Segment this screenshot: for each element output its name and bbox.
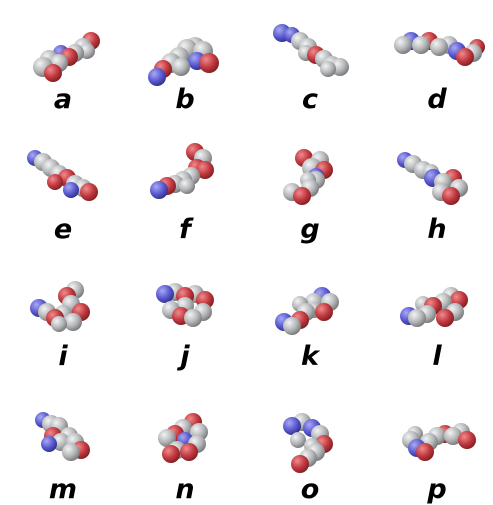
molecule-e bbox=[27, 150, 98, 201]
molecule-n bbox=[158, 413, 208, 463]
panel-label-n: n bbox=[175, 474, 195, 505]
carbon-atom bbox=[179, 178, 195, 194]
panel-label-k: k bbox=[301, 341, 319, 372]
panel-label-a: a bbox=[53, 84, 73, 115]
carbon-atom bbox=[320, 61, 336, 77]
oxygen-atom bbox=[293, 187, 311, 205]
oxygen-atom bbox=[196, 161, 214, 179]
panel-label-h: h bbox=[427, 214, 447, 245]
oxygen-atom bbox=[442, 187, 460, 205]
molecule-o bbox=[283, 413, 333, 473]
nitrogen-atom bbox=[63, 182, 79, 198]
oxygen-atom bbox=[458, 431, 476, 449]
panel-label-p: p bbox=[427, 474, 447, 505]
molecule-m bbox=[35, 412, 90, 461]
carbon-atom bbox=[430, 38, 448, 56]
carbon-atom bbox=[51, 316, 67, 332]
panel-label-g: g bbox=[300, 214, 320, 245]
panel-label-l: l bbox=[432, 341, 442, 372]
panel-label-c: c bbox=[301, 84, 319, 115]
oxygen-atom bbox=[80, 183, 98, 201]
oxygen-atom bbox=[47, 174, 63, 190]
nitrogen-atom bbox=[156, 285, 174, 303]
carbon-atom bbox=[394, 36, 412, 54]
nitrogen-atom bbox=[283, 417, 301, 435]
carbon-atom bbox=[62, 443, 80, 461]
panel-label-d: d bbox=[427, 84, 447, 115]
molecule-k bbox=[275, 287, 339, 335]
panel-label-i: i bbox=[58, 341, 68, 372]
panel-label-b: b bbox=[175, 84, 195, 115]
carbon-atom bbox=[408, 309, 426, 327]
molecule-c bbox=[273, 24, 349, 77]
panel-label-o: o bbox=[300, 474, 320, 505]
oxygen-atom bbox=[416, 443, 434, 461]
carbon-atom bbox=[412, 36, 430, 54]
molecule-p bbox=[402, 423, 476, 461]
molecule-j bbox=[156, 283, 214, 327]
nitrogen-atom bbox=[148, 68, 166, 86]
carbon-atom bbox=[290, 432, 306, 448]
molecule-d bbox=[394, 32, 485, 66]
carbon-atom bbox=[64, 313, 82, 331]
molecule-h bbox=[397, 152, 468, 205]
carbon-atom bbox=[158, 429, 176, 447]
carbon-atom bbox=[444, 427, 462, 445]
oxygen-atom bbox=[162, 445, 180, 463]
oxygen-atom bbox=[315, 303, 333, 321]
panel-label-m: m bbox=[48, 474, 78, 505]
carbon-atom bbox=[283, 317, 301, 335]
oxygen-atom bbox=[180, 443, 198, 461]
molecule-i bbox=[30, 281, 90, 332]
oxygen-atom bbox=[456, 48, 474, 66]
molecule-l bbox=[400, 287, 468, 327]
nitrogen-atom bbox=[150, 181, 168, 199]
panel-label-e: e bbox=[53, 214, 73, 245]
panel-label-f: f bbox=[179, 214, 191, 245]
carbon-atom bbox=[184, 309, 202, 327]
oxygen-atom bbox=[199, 53, 219, 73]
molecule-b bbox=[148, 37, 219, 86]
molecule-a bbox=[33, 32, 100, 82]
oxygen-atom bbox=[291, 455, 309, 473]
carbon-atom bbox=[172, 58, 190, 76]
panel-label-j: j bbox=[180, 341, 190, 372]
oxygen-atom bbox=[44, 64, 62, 82]
molecule-g bbox=[283, 149, 333, 205]
oxygen-atom bbox=[436, 309, 454, 327]
nitrogen-atom bbox=[41, 436, 57, 452]
molecule-f bbox=[150, 143, 214, 199]
